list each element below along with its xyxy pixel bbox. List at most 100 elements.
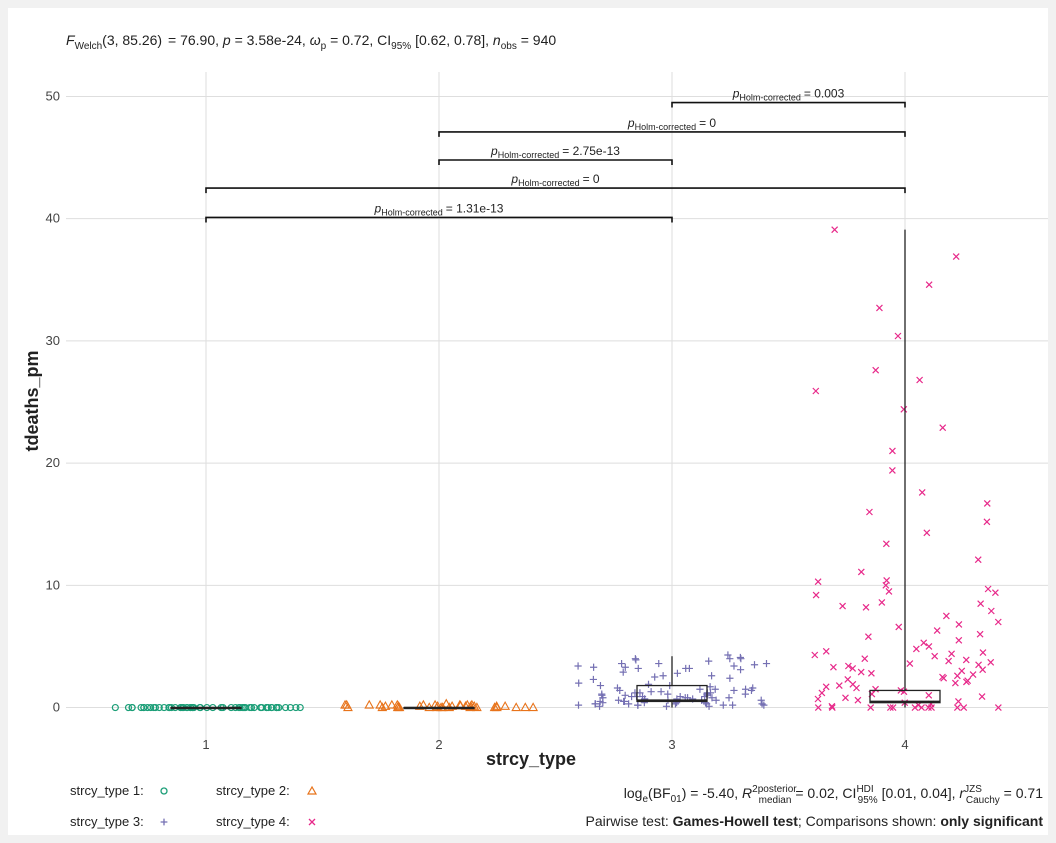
data-point — [983, 518, 991, 526]
data-point — [951, 679, 959, 687]
data-point — [620, 697, 629, 706]
data-point — [137, 703, 145, 712]
comparison-bracket — [438, 131, 906, 137]
comparison-brackets: pHolm-corrected = 0.003 pHolm-corrected = 0… — [205, 87, 906, 223]
x-tick-label: 4 — [901, 737, 908, 752]
data-point — [111, 703, 119, 712]
data-point — [619, 668, 627, 676]
data-point — [392, 702, 403, 712]
data-point — [918, 489, 926, 496]
data-point — [955, 621, 963, 628]
legend-label: strcy_type 3: — [70, 814, 144, 829]
legend-marker — [160, 818, 168, 826]
legend: strcy_type 1: strcy_type 2: strcy_type 3: s… — [70, 783, 318, 829]
data-point — [296, 703, 304, 712]
data-point — [386, 699, 397, 709]
data-point — [460, 701, 471, 710]
data-point — [857, 668, 865, 676]
data-point — [867, 669, 875, 677]
comparison-bracket — [438, 159, 673, 165]
data-points — [111, 226, 1002, 712]
data-point — [712, 696, 720, 704]
data-point — [124, 703, 133, 712]
data-point — [574, 662, 582, 670]
data-point — [960, 704, 968, 711]
subtitle: FWelch(3, 85.26) = 76.90, p = 3.58e-24, … — [66, 32, 556, 52]
data-point — [876, 304, 883, 312]
data-point — [945, 657, 953, 665]
comparison-label: pHolm-corrected = 2.75e-13 — [490, 144, 620, 160]
data-point — [818, 689, 826, 697]
data-point — [923, 529, 931, 537]
data-point — [979, 666, 987, 674]
data-point — [962, 656, 970, 664]
data-point — [644, 680, 653, 688]
data-point — [614, 696, 623, 704]
data-point — [983, 500, 991, 507]
data-point — [925, 704, 932, 711]
data-point — [814, 704, 822, 711]
data-point — [812, 591, 820, 599]
data-point — [575, 679, 583, 687]
data-point — [889, 704, 897, 711]
data-point — [987, 658, 995, 666]
data-point — [469, 701, 480, 710]
y-tick-label: 10 — [46, 577, 60, 592]
box-body — [636, 684, 708, 703]
data-point — [916, 376, 924, 384]
data-point — [596, 681, 605, 690]
box-body — [869, 689, 941, 704]
data-point — [705, 702, 713, 710]
x-axis-title: strcy_type — [486, 749, 576, 769]
x-tick-labels: 1 2 3 4 — [202, 737, 908, 752]
legend-marker — [160, 787, 168, 795]
y-tick-label: 0 — [53, 700, 60, 715]
data-point — [952, 253, 960, 260]
data-point — [900, 405, 908, 413]
data-point — [685, 664, 693, 673]
data-point — [906, 660, 914, 667]
data-point — [939, 424, 947, 432]
data-point — [725, 694, 733, 702]
data-point — [664, 690, 672, 698]
data-point — [889, 447, 896, 455]
data-point — [758, 700, 766, 708]
legend-label: strcy_type 1: — [70, 783, 144, 798]
data-point — [706, 689, 715, 697]
data-point — [979, 649, 987, 656]
data-point — [659, 672, 667, 680]
data-point — [375, 699, 386, 709]
data-point — [940, 674, 948, 682]
y-tick-label: 30 — [46, 333, 60, 348]
data-point — [155, 703, 163, 712]
data-point — [631, 655, 639, 663]
y-tick-label: 40 — [46, 211, 60, 226]
data-point — [822, 647, 830, 655]
data-point — [706, 683, 714, 691]
data-point — [955, 636, 963, 644]
data-point — [942, 612, 950, 620]
caption-line2: Pairwise test: Games-Howell test; Compar… — [586, 813, 1044, 829]
data-point — [900, 688, 908, 696]
data-point — [273, 703, 281, 712]
data-point — [377, 702, 388, 712]
data-point — [828, 704, 836, 711]
data-point — [724, 651, 732, 659]
data-point — [447, 701, 458, 710]
data-point — [250, 703, 258, 712]
data-point — [882, 540, 890, 548]
data-point — [894, 332, 902, 340]
data-point — [962, 678, 970, 686]
data-point — [590, 663, 598, 671]
data-point — [729, 701, 737, 709]
data-point — [933, 627, 941, 634]
data-point — [920, 639, 928, 647]
data-point — [621, 663, 629, 671]
data-point — [984, 585, 992, 593]
data-point — [655, 659, 663, 668]
data-point — [882, 581, 890, 589]
data-point — [974, 556, 982, 564]
y-tick-label: 20 — [46, 455, 60, 470]
y-tick-label: 50 — [46, 88, 60, 103]
y-tick-labels: 0 10 20 30 40 50 — [46, 88, 60, 714]
